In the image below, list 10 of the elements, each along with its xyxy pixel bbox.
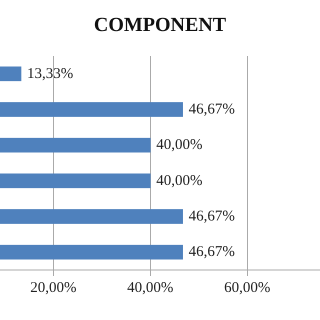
data-label: 13,33% bbox=[26, 66, 74, 82]
data-label: 46,67% bbox=[188, 208, 235, 224]
chart-title: COMPONENT bbox=[94, 14, 227, 36]
x-tick-label: 20,00% bbox=[30, 280, 76, 296]
x-tick-label: 40,00% bbox=[127, 280, 174, 296]
x-tick-label: 60,00% bbox=[224, 280, 270, 296]
data-label: 40,00% bbox=[156, 172, 203, 189]
data-label: 46,67% bbox=[188, 101, 235, 118]
data-label: 40,00% bbox=[156, 137, 203, 154]
data-label: 46,67% bbox=[188, 244, 235, 260]
